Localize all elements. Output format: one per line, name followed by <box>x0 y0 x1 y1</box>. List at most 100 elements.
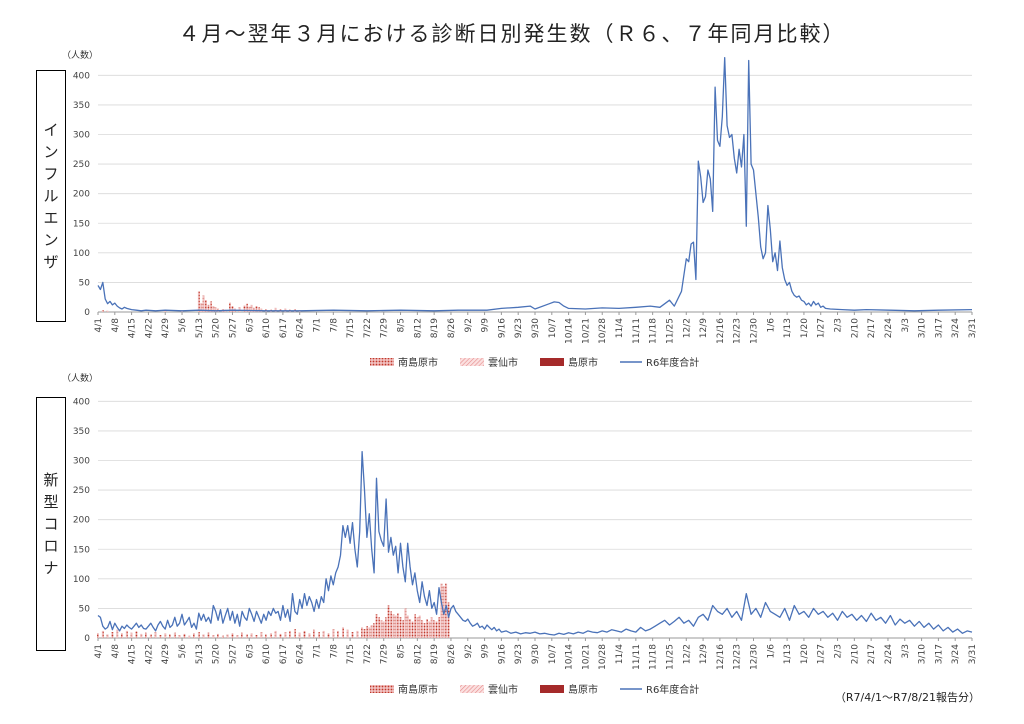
bar <box>164 633 167 638</box>
legend-swatch <box>370 358 394 366</box>
x-tick-label: 1/27 <box>817 644 827 664</box>
bar <box>106 634 109 638</box>
x-tick-label: 9/2 <box>464 318 474 332</box>
x-tick-label: 9/30 <box>531 644 541 664</box>
x-tick-label: 9/2 <box>464 644 474 658</box>
bar <box>149 634 152 638</box>
bar <box>260 632 263 638</box>
x-tick-label: 4/22 <box>144 318 154 338</box>
bar <box>97 633 99 638</box>
bar <box>188 635 191 638</box>
x-tick-label: 11/11 <box>632 318 642 344</box>
x-tick-label: 4/15 <box>128 644 138 664</box>
chart-title: ４月～翌年３月における診断日別発生数（Ｒ６、７年同月比較） <box>178 22 846 46</box>
bar <box>387 605 390 638</box>
bar <box>140 633 143 638</box>
x-tick-label: 4/22 <box>144 644 154 664</box>
bar <box>375 614 378 638</box>
x-tick-label: 11/4 <box>615 644 625 664</box>
panel-label-char: ザ <box>43 253 59 271</box>
chart-influenza: 0 50 100 150 200 250 300 350 400 4/1 4/8 4/15 4/22 4/… <box>73 56 978 369</box>
bar <box>101 630 104 638</box>
x-tick-label: 2/17 <box>867 644 877 664</box>
bar <box>370 624 373 638</box>
y-unit-label-covid: （人数） <box>62 374 99 384</box>
x-tick-label: 6/3 <box>245 318 255 332</box>
bar <box>207 304 210 312</box>
x-tick-label: 2/24 <box>884 318 894 338</box>
x-tick-label: 4/8 <box>111 644 121 659</box>
x-tick-label: 3/31 <box>968 644 978 664</box>
x-tick-label: 8/5 <box>397 644 407 658</box>
x-tick-label: 12/9 <box>699 318 709 338</box>
bar <box>255 306 258 312</box>
x-tick-label: 12/16 <box>716 644 726 670</box>
x-tick-label: 11/4 <box>615 318 625 338</box>
bar <box>212 635 215 638</box>
bar <box>253 307 256 312</box>
bar <box>255 635 258 638</box>
bar <box>265 634 268 638</box>
panel-label-char: ル <box>43 187 59 205</box>
bar <box>197 291 200 312</box>
y-tick-label: 300 <box>73 457 90 467</box>
bar <box>361 627 364 638</box>
bar <box>269 633 272 638</box>
bar <box>145 632 147 638</box>
bar <box>356 630 359 638</box>
x-tick-label: 5/20 <box>212 318 222 338</box>
x-tick-label: 10/21 <box>581 318 591 344</box>
legend-label: R6年度合計 <box>646 683 699 696</box>
y-tick-label: 150 <box>73 219 90 229</box>
x-tick-label: 8/19 <box>430 644 440 664</box>
x-tick-label: 2/10 <box>850 644 860 664</box>
legend-label: 島原市 <box>568 356 598 369</box>
y-tick-label: 350 <box>73 427 90 437</box>
y-tick-label: 250 <box>73 160 90 170</box>
x-tick-label: 2/3 <box>834 318 844 332</box>
x-tick-label: 3/31 <box>968 318 978 338</box>
bar <box>236 635 239 638</box>
bar <box>404 608 407 638</box>
bar <box>250 304 253 312</box>
bar <box>245 634 248 638</box>
bar <box>212 306 215 312</box>
bar <box>106 310 109 312</box>
x-tick-label: 6/10 <box>262 644 272 664</box>
bar <box>231 633 234 638</box>
bar <box>130 632 133 638</box>
bar <box>193 633 196 638</box>
bar <box>413 614 416 638</box>
x-tick-label: 11/25 <box>665 644 675 670</box>
x-tick-label: 10/14 <box>565 644 575 670</box>
y-tick-label: 200 <box>73 516 90 526</box>
x-tick-label: 9/30 <box>531 318 541 338</box>
x-tick-label: 8/5 <box>397 318 407 332</box>
x-tick-label: 8/12 <box>413 644 423 664</box>
x-tick-label: 10/21 <box>581 644 591 670</box>
x-tick-label: 7/1 <box>313 318 323 332</box>
y-tick-label: 0 <box>84 308 90 318</box>
bar <box>346 629 349 638</box>
legend-swatch <box>540 685 564 693</box>
panel-label-char: ン <box>43 143 59 161</box>
x-tick-label: 9/9 <box>481 318 491 333</box>
x-tick-label: 7/8 <box>329 318 339 333</box>
bar <box>418 615 421 638</box>
bar <box>368 627 371 638</box>
x-tick-label: 4/1 <box>94 318 104 332</box>
x-tick-label: 12/30 <box>750 318 760 344</box>
bar <box>125 630 128 638</box>
bar <box>373 623 376 638</box>
x-tick-label: 9/9 <box>481 644 491 659</box>
x-tick-label: 10/28 <box>598 318 608 344</box>
bar <box>308 633 311 638</box>
bar <box>154 632 157 638</box>
y-tick-label: 400 <box>73 71 90 81</box>
panel-label-char: ロ <box>43 537 59 555</box>
bar <box>245 303 248 312</box>
bar <box>279 633 282 638</box>
y-tick-label: 250 <box>73 486 90 496</box>
bar <box>257 307 260 312</box>
x-tick-label: 9/16 <box>497 318 507 338</box>
